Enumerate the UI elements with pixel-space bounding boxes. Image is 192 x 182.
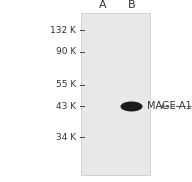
Text: 34 K: 34 K: [56, 133, 76, 142]
Text: 43 K: 43 K: [56, 102, 76, 111]
Text: B: B: [128, 1, 135, 10]
Ellipse shape: [121, 102, 142, 111]
Bar: [81, 13, 150, 175]
Text: MAGE-A1: MAGE-A1: [147, 102, 192, 111]
Text: 132 K: 132 K: [50, 25, 76, 35]
Text: A: A: [99, 1, 107, 10]
Text: 90 K: 90 K: [56, 47, 76, 56]
Text: 55 K: 55 K: [56, 80, 76, 89]
